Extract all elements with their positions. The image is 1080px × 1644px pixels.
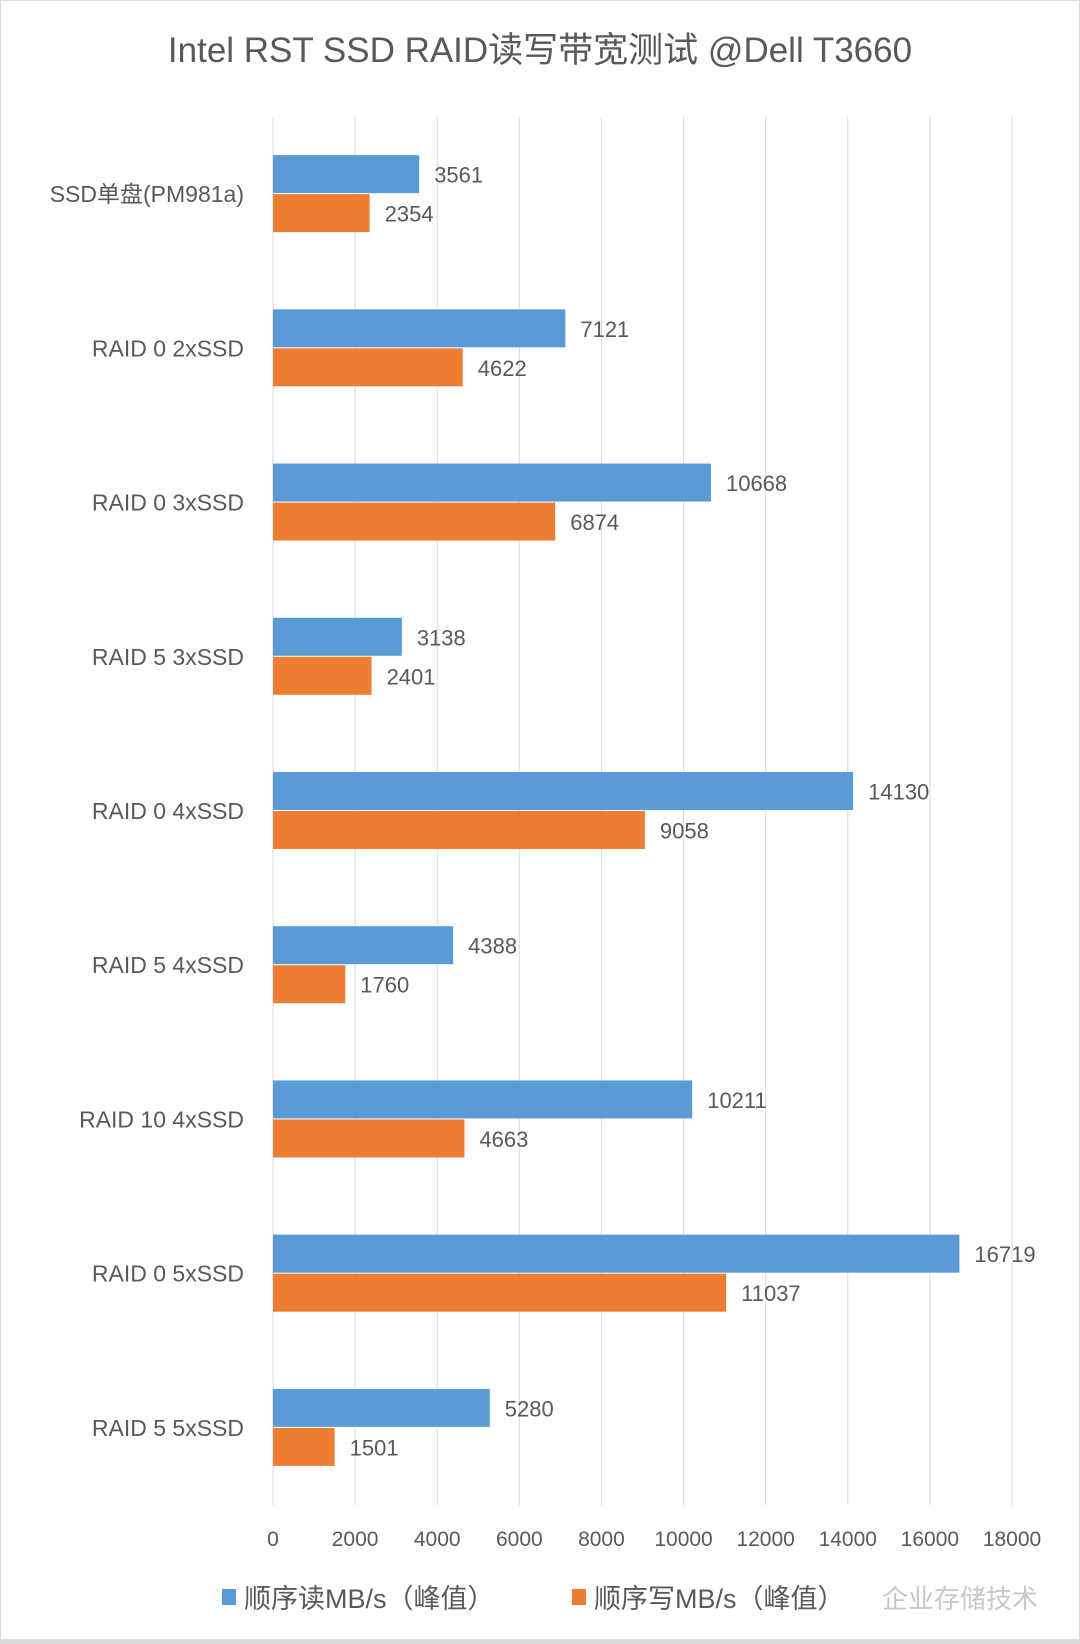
x-tick-label: 16000 [901,1528,959,1551]
category-label: RAID 0 2xSSD [92,335,244,361]
data-label: 14130 [868,780,929,805]
x-tick-label: 2000 [332,1528,379,1551]
data-label: 3138 [417,625,466,650]
x-tick-label: 0 [267,1528,279,1551]
bar-read [273,772,854,810]
data-label: 1760 [360,973,409,998]
legend-label: 顺序写MB/s（峰值） [594,1584,845,1614]
bar-write [273,1427,335,1466]
category-label: RAID 0 3xSSD [92,490,244,516]
data-label: 6874 [570,510,619,535]
bar-read [273,1388,490,1427]
data-label: 9058 [660,819,709,844]
category-label: RAID 10 4xSSD [79,1106,244,1132]
bar-read [273,1234,960,1273]
category-label: RAID 5 3xSSD [92,644,244,670]
data-label: 2401 [387,664,436,689]
bar-write [273,348,463,387]
data-label: 3561 [434,163,483,188]
bar-write [273,965,346,1004]
bar-write [273,502,556,541]
category-label: RAID 0 4xSSD [92,798,244,824]
data-label: 10668 [726,471,787,496]
bar-read [273,617,402,656]
legend-swatch [222,1589,236,1605]
category-label: RAID 5 5xSSD [92,1415,244,1441]
category-label: SSD单盘(PM981a) [50,181,244,207]
bar-read [273,309,566,348]
bar-read [273,926,454,965]
bar-write [273,1273,727,1312]
x-tick-label: 4000 [414,1528,461,1551]
legend-swatch [572,1589,586,1605]
watermark: 企业存储技术 [882,1584,1038,1614]
data-label: 16719 [974,1242,1035,1267]
data-label: 4622 [478,356,527,381]
data-label: 4388 [468,934,517,959]
data-label: 1501 [350,1435,399,1460]
bar-write [273,1119,465,1158]
bar-write [273,656,372,695]
x-tick-label: 14000 [819,1528,877,1551]
x-tick-label: 8000 [578,1528,625,1551]
data-label: 2354 [385,202,434,227]
data-label: 11037 [741,1281,801,1306]
bar-read [273,1080,693,1119]
bar-read [273,155,420,194]
data-label: 4663 [479,1127,528,1152]
x-tick-label: 10000 [654,1528,712,1551]
data-label: 5280 [505,1396,554,1421]
x-tick-label: 18000 [983,1528,1041,1551]
x-tick-label: 12000 [736,1528,794,1551]
data-label: 7121 [580,317,629,342]
x-tick-label: 6000 [496,1528,543,1551]
category-label: RAID 0 5xSSD [92,1261,244,1287]
category-label: RAID 5 4xSSD [92,952,244,978]
bar-write [273,811,645,849]
bar-read [273,463,711,502]
chart-title: Intel RST SSD RAID读写带宽测试 @Dell T3660 [168,31,912,70]
data-label: 10211 [707,1088,767,1113]
bar-write [273,194,370,233]
legend-label: 顺序读MB/s（峰值） [244,1584,495,1614]
